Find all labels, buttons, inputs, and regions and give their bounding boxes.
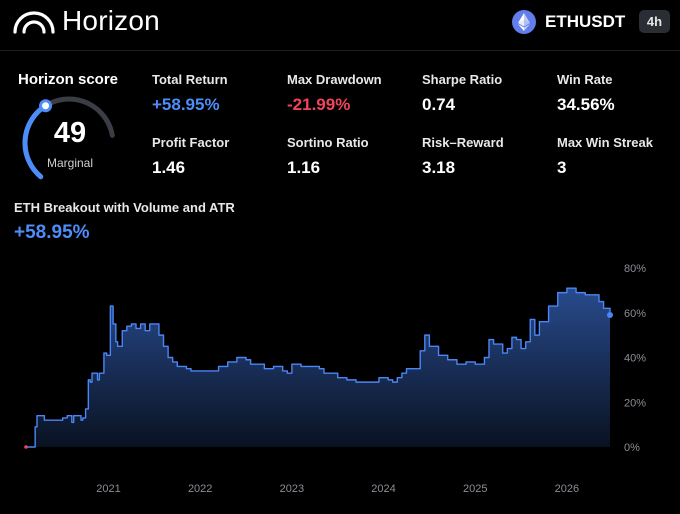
metric-label: Max Drawdown: [287, 72, 382, 87]
equity-line: [26, 287, 611, 448]
x-tick-label: 2026: [555, 483, 579, 495]
equity-curve-chart: 0% 20% 40% 60% 80% 2021 2022 2023 2024 2025 2026: [24, 263, 646, 495]
strategy-return: +58.95%: [14, 222, 90, 243]
metric-label: Max Win Streak: [557, 135, 653, 150]
y-tick-label: 80%: [624, 263, 646, 275]
metric-max-drawdown: Max Drawdown -21.99%: [287, 71, 417, 116]
metric-sharpe-ratio: Sharpe Ratio 0.74: [422, 71, 552, 116]
x-tick-label: 2025: [463, 483, 487, 495]
score-label: Marginal: [46, 156, 94, 170]
x-tick-label: 2023: [280, 483, 304, 495]
timeframe-badge[interactable]: 4h: [639, 10, 670, 33]
y-tick-label: 60%: [624, 308, 646, 320]
metric-value: 1.46: [152, 158, 186, 177]
metric-win-rate: Win Rate 34.56%: [557, 71, 680, 116]
metric-label: Risk–Reward: [422, 135, 504, 150]
metric-label: Total Return: [152, 72, 228, 87]
metric-sortino-ratio: Sortino Ratio 1.16: [287, 134, 417, 179]
metric-total-return: Total Return +58.95%: [152, 71, 282, 116]
metric-profit-factor: Profit Factor 1.46: [152, 134, 282, 179]
metric-value: 3.18: [422, 158, 456, 177]
gauge-fill: [22, 103, 49, 180]
gauge-knob: [39, 99, 53, 113]
metric-value: 0.74: [422, 95, 456, 114]
metric-value: +58.95%: [152, 95, 220, 114]
score-title: Horizon score: [18, 71, 119, 88]
y-tick-label: 40%: [624, 353, 646, 365]
symbol-label[interactable]: ETHUSDT: [545, 12, 626, 31]
metric-value: 3: [557, 158, 567, 177]
metric-max-win-streak: Max Win Streak 3: [557, 134, 680, 179]
x-tick-label: 2024: [371, 483, 395, 495]
metric-label: Sortino Ratio: [287, 135, 369, 150]
metric-label: Win Rate: [557, 72, 613, 87]
metric-value: -21.99%: [287, 95, 351, 114]
metric-value: 34.56%: [557, 95, 615, 114]
metric-label: Profit Factor: [152, 135, 230, 150]
score-gauge: [22, 96, 115, 180]
x-tick-label: 2022: [188, 483, 212, 495]
brand-name: Horizon: [62, 5, 160, 36]
ethereum-icon: [512, 10, 536, 34]
y-tick-label: 20%: [624, 397, 646, 409]
horizon-logo-icon: [13, 11, 55, 34]
metric-risk-reward: Risk–Reward 3.18: [422, 134, 552, 179]
metric-label: Sharpe Ratio: [422, 72, 503, 87]
equity-area-fill: [26, 288, 610, 447]
header-divider: [0, 50, 680, 51]
metric-value: 1.16: [287, 158, 321, 177]
score-value: 49: [53, 117, 87, 149]
start-point: [24, 445, 28, 449]
strategy-title: ETH Breakout with Volume and ATR: [14, 200, 235, 215]
end-point: [607, 311, 613, 318]
x-tick-label: 2021: [96, 483, 120, 495]
y-tick-label: 0%: [624, 442, 640, 454]
app-header: Horizon ETHUSDT 4h: [0, 0, 680, 44]
